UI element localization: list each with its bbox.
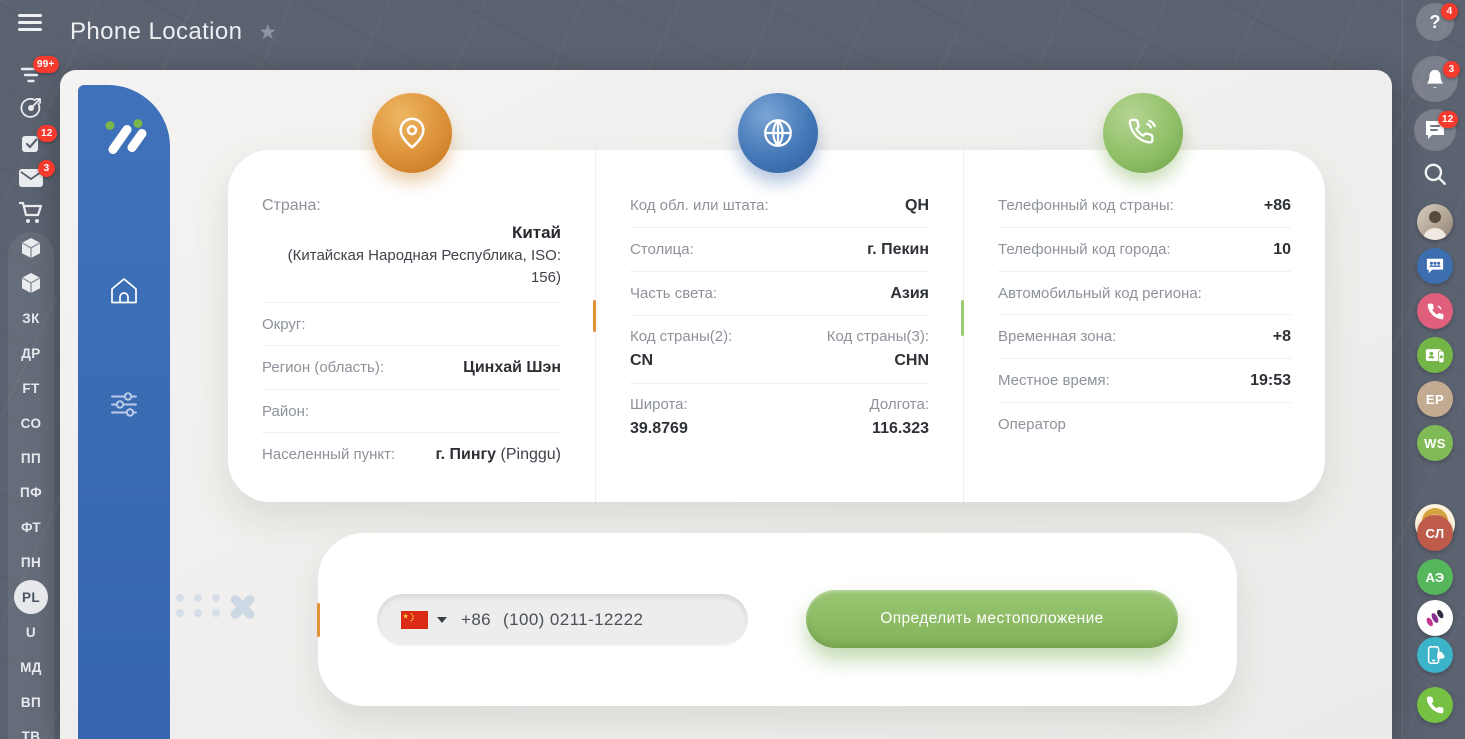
chevron-down-icon [437,617,447,623]
left-rail-strip [8,232,54,739]
phone-search-card: +86 (100) 0211-12222 Определить местопол… [318,533,1237,706]
deco-dot [194,594,202,602]
row-country-codes: Код страны(2): CN Код страны(3): CHN [630,316,929,384]
phone-number-input[interactable]: +86 (100) 0211-12222 [377,594,748,646]
search-icon[interactable] [1422,161,1448,187]
dial-code: +86 [461,610,492,629]
globe-icon [738,93,818,173]
map-pin-icon [372,93,452,173]
row-car-code: Автомобильный код региона: [998,272,1291,315]
sidebar-item-dr[interactable]: ДР [21,345,41,361]
sidebar-item-pn[interactable]: ПН [20,554,42,570]
sidebar-item-vp[interactable]: ВП [20,694,42,710]
monogram-ae[interactable]: АЭ [1417,559,1453,595]
page-title: Phone Location ★ [70,18,278,46]
brand-logo-icon[interactable] [1417,600,1453,636]
country-value-sub: (Китайская Народная Республика, ISO: 156… [287,246,561,286]
cart-icon[interactable] [19,201,43,225]
sidebar-item-ft[interactable]: FT [22,380,40,396]
mail-badge: 3 [38,160,55,177]
row-area: Район: [262,390,561,434]
phone-column: Телефонный код страны: +86 Телефонный ко… [963,150,1325,502]
region-column: Код обл. или штата: QH Столица: г. Пекин… [595,150,963,502]
row-district: Округ: [262,303,561,347]
monogram-sl[interactable]: СЛ [1417,515,1453,551]
handset-icon[interactable] [1417,687,1453,723]
deco-dot [176,594,184,602]
row-settlement: Населенный пункт: г. Пингу (Pinggu) [262,446,561,464]
star-icon[interactable]: ★ [258,20,278,44]
locate-button[interactable]: Определить местоположение [806,590,1178,648]
help-badge: 4 [1441,3,1458,20]
row-local-time: Местное время: 19:53 [998,359,1291,403]
main-content-panel: Страна: Китай (Китайская Народная Респуб… [60,70,1392,739]
tasks-badge: 12 [37,125,57,142]
sliders-icon[interactable] [109,392,139,423]
row-timezone: Временная зона: +8 [998,315,1291,359]
phone-number-value: (100) 0211-12222 [503,610,644,629]
row-country-dial-code: Телефонный код страны: +86 [998,184,1291,228]
row-coordinates: Широта: 39.8769 Долгота: 116.323 [630,396,929,437]
sidebar-item-md[interactable]: МД [20,659,42,675]
sidebar-item-ft2[interactable]: ФТ [20,519,42,535]
phone-icon [1103,93,1183,173]
deco-dot [176,609,184,617]
tasks-icon[interactable] [20,132,42,154]
deco-cross [229,594,255,620]
row-operator: Оператор [998,416,1066,433]
row-region: Регион (область): Цинхай Шэн [262,346,561,391]
page-title-text: Phone Location [70,18,243,45]
sidebar-item-zk[interactable]: ЗК [22,310,40,326]
sidebar-item-tv[interactable]: ТВ [21,728,41,739]
sidebar-item-pl-active[interactable]: PL [14,580,48,614]
deco-dot [212,594,220,602]
divider-accent-orange [593,300,596,332]
deco-dot [212,609,220,617]
brand-logo[interactable] [101,117,147,164]
target-icon[interactable] [19,96,43,120]
row-country: Страна: Китай (Китайская Народная Респуб… [262,184,561,304]
package-icon[interactable] [20,237,42,259]
background-ruler-line [1402,0,1403,739]
group-chat-icon[interactable] [1417,248,1453,284]
country-selector[interactable] [401,611,447,629]
deco-dot [194,609,202,617]
chat-badge: 12 [1438,111,1458,128]
contact-card-icon[interactable] [1417,337,1453,373]
sidebar-item-pp[interactable]: ПП [20,450,42,466]
row-city-dial-code: Телефонный код города: 10 [998,228,1291,272]
package-icon[interactable] [20,272,42,294]
inner-nav-panel [78,85,170,739]
row-state-code: Код обл. или штата: QH [630,184,929,228]
divider-accent-green [961,300,964,336]
row-continent: Часть света: Азия [630,272,929,316]
search-card-accent [317,603,320,637]
bell-icon[interactable] [1412,56,1458,102]
user-photo-avatar[interactable] [1417,204,1453,240]
phone-call-icon[interactable] [1417,293,1453,329]
sidebar-item-pf[interactable]: ПФ [19,484,43,500]
monogram-ws[interactable]: WS [1417,425,1453,461]
filter-badge: 99+ [33,56,59,73]
location-info-card: Страна: Китай (Китайская Народная Респуб… [228,150,1325,502]
menu-icon[interactable] [18,14,42,31]
mail-icon[interactable] [19,169,43,187]
device-cloud-icon[interactable] [1417,637,1453,673]
notifications-badge: 3 [1443,61,1460,78]
country-value: Китай [511,223,561,242]
monogram-ep[interactable]: EP [1417,381,1453,417]
home-icon[interactable] [108,276,140,311]
sidebar-item-so[interactable]: СО [20,415,42,431]
row-capital: Столица: г. Пекин [630,228,929,272]
sidebar-item-u[interactable]: U [25,624,37,640]
location-column: Страна: Китай (Китайская Народная Респуб… [228,150,595,502]
china-flag-icon [401,611,428,629]
